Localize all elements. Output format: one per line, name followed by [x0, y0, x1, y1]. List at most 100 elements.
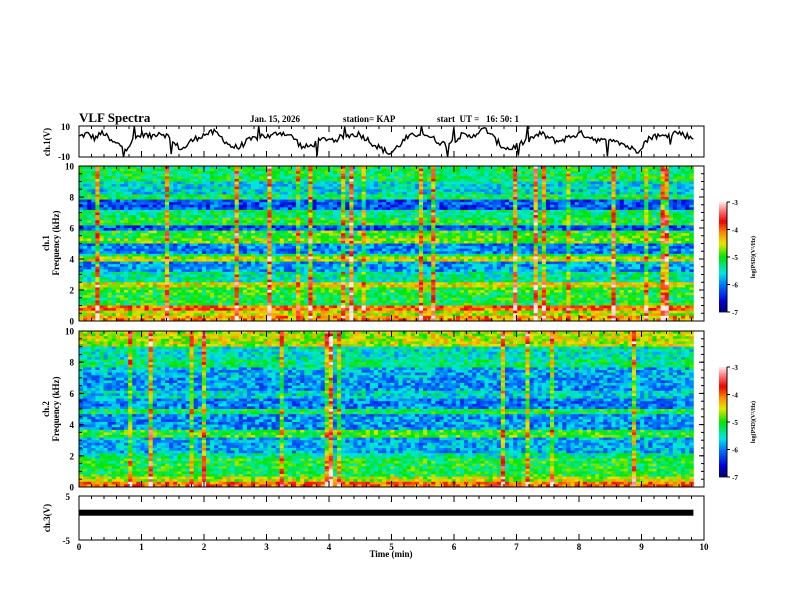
spectrogram-cell [177, 215, 182, 219]
spectrogram-cell [644, 246, 649, 250]
spectrogram-cell [582, 235, 588, 239]
spectrogram-cell [119, 199, 125, 203]
spectrogram-cell [631, 233, 637, 237]
spectrogram-cell [115, 176, 121, 180]
spectrogram-cell [99, 176, 104, 180]
spectrogram-cell [238, 176, 244, 180]
spectrogram-cell [300, 243, 305, 247]
spectrogram-cell [504, 233, 510, 237]
spectrogram-cell [636, 173, 641, 177]
spectrogram-cell [595, 173, 600, 177]
spectrogram-cell [304, 212, 309, 216]
spectrogram-cell [414, 199, 420, 203]
spectrogram-cell [177, 222, 182, 226]
spectrogram-cell [492, 191, 498, 195]
spectrogram-cell [488, 235, 494, 239]
spectrogram-cell [476, 225, 481, 229]
spectrogram-cell [242, 202, 248, 206]
spectrogram-cell [308, 189, 313, 193]
spectrogram-cell [218, 251, 223, 255]
spectrogram-cell [435, 166, 440, 169]
spectrogram-cell [291, 215, 297, 219]
spectrogram-cell [423, 238, 428, 242]
spectrogram-cell [193, 194, 199, 198]
spectrogram-cell [337, 217, 342, 221]
start-time-label: start UT = 16: 50: 1 [437, 114, 519, 124]
spectrogram-cell [402, 197, 408, 200]
spectrogram-cell [156, 171, 162, 175]
spectrogram-cell [332, 197, 338, 200]
spectrogram-cell [279, 176, 285, 180]
spectrogram-cell [578, 230, 584, 234]
spectrogram-cell [652, 225, 657, 229]
spectrogram-cell [390, 233, 395, 237]
spectrogram-cell [648, 228, 653, 231]
spectrogram-cell [324, 228, 330, 231]
spectrogram-cell [287, 217, 293, 221]
spectrogram-cell [455, 217, 461, 221]
spectrogram-cell [144, 235, 150, 239]
spectrogram-cell [312, 168, 317, 172]
spectrogram-cell [541, 171, 547, 175]
spectrogram-cell [517, 209, 522, 213]
spectrogram-cell [590, 184, 596, 188]
spectrogram-cell [205, 251, 211, 255]
spectrogram-cell [476, 184, 481, 188]
spectrogram-cell [472, 235, 477, 239]
spectrogram-cell [259, 248, 264, 252]
spectrogram-cell [664, 194, 670, 198]
spectrogram-cell [586, 222, 592, 226]
spectrogram-cell [574, 235, 580, 239]
spectrogram-cell [226, 184, 231, 188]
spectrogram-cell [668, 248, 674, 252]
spectrogram-cell [136, 191, 141, 195]
spectrogram-cell [586, 173, 592, 177]
spectrogram-cell [111, 173, 117, 177]
spectrogram-cell [541, 225, 547, 229]
spectrogram-cell [185, 246, 190, 250]
spectrogram-cell [558, 235, 563, 239]
spectrogram-cell [185, 191, 190, 195]
spectrogram-cell [550, 168, 555, 172]
spectrogram-cell [652, 207, 657, 211]
spectrogram-cell [398, 166, 403, 169]
spectrogram-cell [119, 176, 125, 180]
spectrogram-cell [263, 176, 268, 180]
spectrogram-cell [578, 186, 584, 190]
spectrogram-cell [447, 209, 453, 213]
spectrogram-cell [312, 243, 317, 247]
spectrogram-cell [328, 228, 334, 231]
spectrogram-cell [119, 207, 125, 211]
spectrogram-cell [607, 238, 612, 242]
spectrogram-cell [177, 240, 182, 244]
spectrogram-cell [91, 246, 96, 250]
spectrogram-cell [541, 230, 547, 234]
spectrogram-cell [615, 222, 621, 226]
spectrogram-cell [664, 173, 670, 177]
spectrogram-cell [242, 230, 248, 234]
spectrogram-cell [136, 251, 141, 255]
spectrogram-cell [132, 225, 137, 229]
spectrogram-cell [439, 225, 444, 229]
spectrogram-cell [648, 202, 653, 206]
spectrogram-cell [103, 189, 109, 193]
spectrogram-cell [332, 230, 338, 234]
spectrogram-cell [107, 171, 113, 175]
spectrogram-cell [152, 238, 158, 242]
spectrogram-cell [316, 186, 322, 190]
spectrogram-cell [619, 173, 625, 177]
spectrogram-cell [91, 171, 96, 175]
spectrogram-cell [320, 243, 326, 247]
spectrogram-cell [263, 204, 268, 208]
spectrogram-cell [615, 189, 621, 193]
spectrogram-cell [656, 207, 662, 211]
spectrogram-cell [160, 222, 166, 226]
spectrogram-cell [480, 204, 485, 208]
spectrogram-cell [586, 228, 592, 231]
spectrogram-cell [193, 220, 199, 224]
spectrogram-cell [586, 176, 592, 180]
spectrogram-cell [615, 204, 621, 208]
spectrogram-cell [197, 217, 203, 221]
spectrogram-cell [550, 202, 555, 206]
spectrogram-cell [521, 178, 526, 182]
